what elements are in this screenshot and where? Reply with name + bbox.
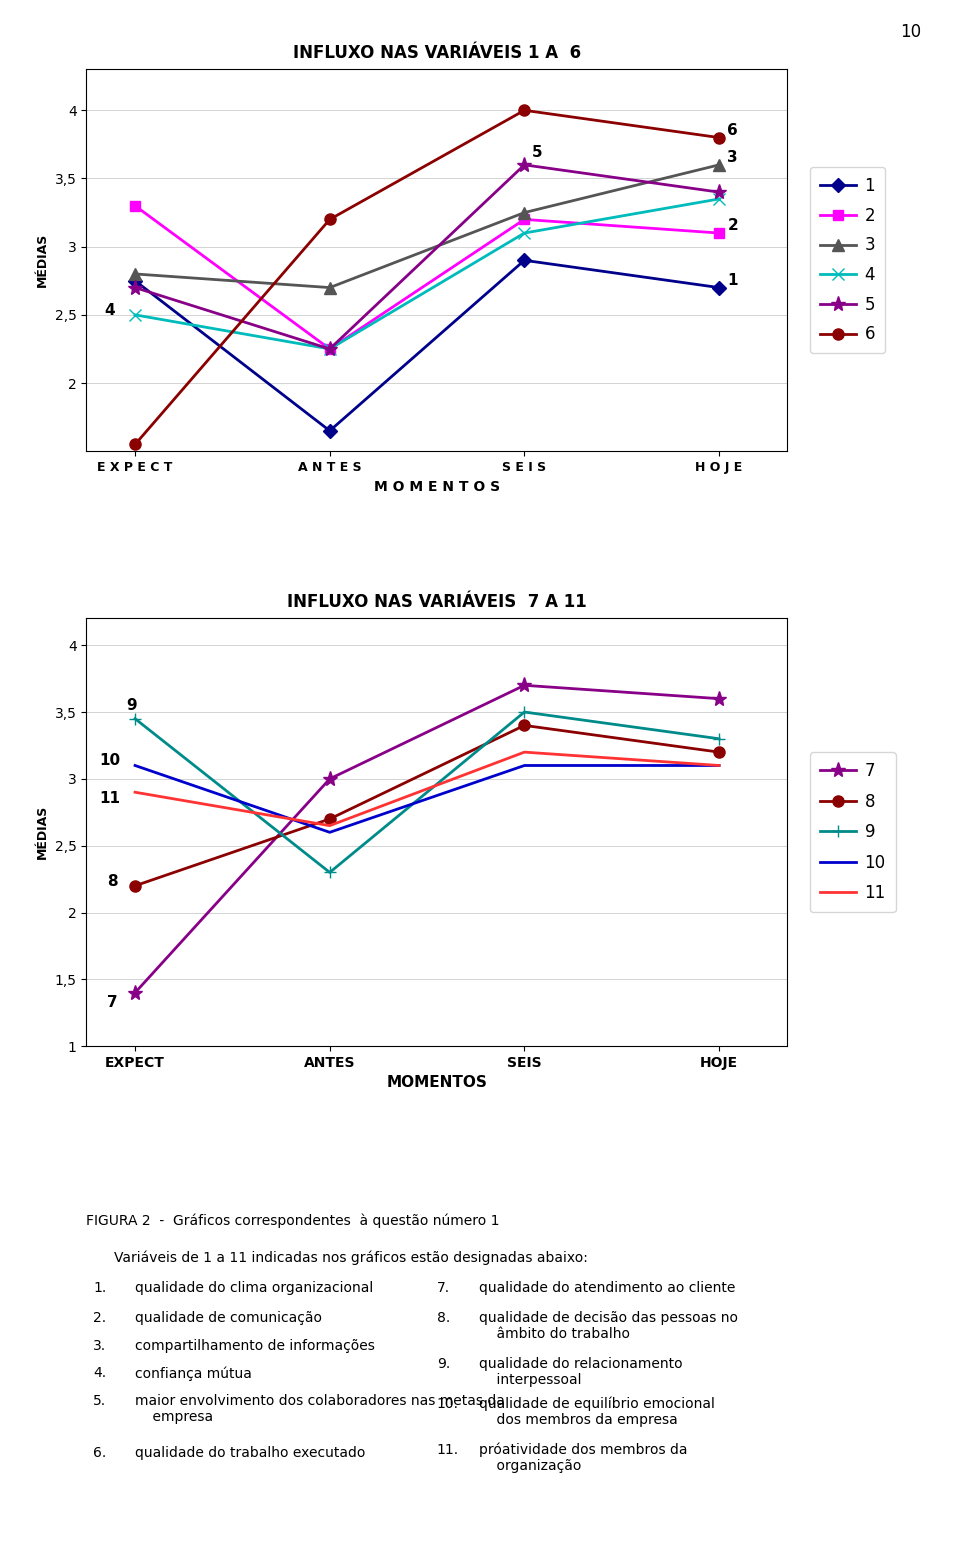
8 (324, 810, 335, 828)
10 (130, 756, 141, 774)
Text: qualidade do relacionamento
    interpessoal: qualidade do relacionamento interpessoal (479, 1357, 683, 1388)
3 (713, 156, 725, 174)
5 (324, 339, 335, 358)
6 (130, 435, 141, 453)
Text: 6: 6 (728, 123, 738, 137)
7 (713, 689, 725, 708)
3 (324, 279, 335, 298)
1 (324, 421, 335, 439)
9 (713, 729, 725, 748)
Line: 1: 1 (131, 256, 724, 436)
Text: qualidade do atendimento ao cliente: qualidade do atendimento ao cliente (479, 1280, 735, 1295)
6 (324, 210, 335, 228)
Text: 5: 5 (531, 145, 542, 159)
8 (130, 876, 141, 894)
Text: 9: 9 (127, 699, 137, 714)
2 (518, 210, 530, 228)
Text: 3: 3 (728, 150, 738, 165)
Line: 6: 6 (130, 105, 725, 450)
Text: 8.: 8. (437, 1311, 450, 1325)
Y-axis label: MÉDIAS: MÉDIAS (36, 805, 49, 859)
2 (713, 224, 725, 242)
Text: maior envolvimento dos colaboradores nas metas da
    empresa: maior envolvimento dos colaboradores nas… (135, 1394, 505, 1423)
Text: 3.: 3. (93, 1338, 107, 1352)
Title: INFLUXO NAS VARIÁVEIS 1 A  6: INFLUXO NAS VARIÁVEIS 1 A 6 (293, 45, 581, 62)
7 (324, 769, 335, 788)
Text: 7: 7 (108, 995, 118, 1010)
6 (713, 128, 725, 146)
Text: 1.: 1. (93, 1280, 107, 1295)
Text: FIGURA 2  -  Gráficos correspondentes  à questão número 1: FIGURA 2 - Gráficos correspondentes à qu… (86, 1214, 500, 1227)
Text: 10.: 10. (437, 1397, 459, 1411)
Text: 10: 10 (900, 23, 922, 42)
4 (130, 305, 141, 324)
8 (518, 715, 530, 734)
X-axis label: M O M E N T O S: M O M E N T O S (373, 480, 500, 493)
6 (518, 102, 530, 120)
Text: qualidade de equilíbrio emocional
    dos membros da empresa: qualidade de equilíbrio emocional dos me… (479, 1397, 715, 1428)
3 (518, 204, 530, 222)
7 (130, 984, 141, 1002)
Line: 2: 2 (131, 200, 724, 353)
Text: 5.: 5. (93, 1394, 107, 1408)
11 (518, 743, 530, 762)
Text: 7.: 7. (437, 1280, 450, 1295)
Text: compartilhamento de informações: compartilhamento de informações (135, 1338, 375, 1352)
9 (130, 709, 141, 728)
Legend: 1, 2, 3, 4, 5, 6: 1, 2, 3, 4, 5, 6 (809, 167, 885, 353)
Line: 4: 4 (129, 193, 726, 355)
Text: qualidade do clima organizacional: qualidade do clima organizacional (135, 1280, 373, 1295)
4 (713, 190, 725, 208)
Text: 10: 10 (99, 754, 120, 768)
Line: 8: 8 (130, 720, 725, 891)
4 (518, 224, 530, 242)
5 (518, 156, 530, 174)
Text: qualidade de comunicação: qualidade de comunicação (135, 1311, 323, 1325)
Text: 9.: 9. (437, 1357, 450, 1371)
1 (130, 271, 141, 290)
8 (713, 743, 725, 762)
1 (518, 251, 530, 270)
Text: qualidade de decisão das pessoas no
    âmbito do trabalho: qualidade de decisão das pessoas no âmbi… (479, 1311, 738, 1342)
Legend: 7, 8, 9, 10, 11: 7, 8, 9, 10, 11 (809, 752, 896, 913)
7 (518, 675, 530, 694)
Text: próatividade dos membros da
    organização: próatividade dos membros da organização (479, 1442, 687, 1473)
5 (713, 183, 725, 202)
Text: confiança mútua: confiança mútua (135, 1366, 252, 1380)
Text: 4.: 4. (93, 1366, 107, 1380)
9 (324, 864, 335, 882)
11 (713, 756, 725, 774)
Text: 6.: 6. (93, 1445, 107, 1460)
X-axis label: MOMENTOS: MOMENTOS (386, 1075, 488, 1090)
Line: 5: 5 (128, 157, 727, 356)
Text: Variáveis de 1 a 11 indicadas nos gráficos estão designadas abaixo:: Variáveis de 1 a 11 indicadas nos gráfic… (114, 1251, 588, 1264)
Text: 2: 2 (728, 219, 738, 233)
Y-axis label: MÉDIAS: MÉDIAS (36, 233, 49, 287)
Text: 11: 11 (99, 791, 120, 806)
Line: 9: 9 (129, 706, 726, 879)
Text: 4: 4 (105, 302, 115, 318)
9 (518, 703, 530, 722)
Line: 10: 10 (135, 765, 719, 833)
Text: 11.: 11. (437, 1442, 459, 1457)
Line: 7: 7 (128, 677, 727, 1001)
Line: 11: 11 (135, 752, 719, 825)
Text: 2.: 2. (93, 1311, 107, 1325)
2 (130, 196, 141, 214)
10 (324, 823, 335, 842)
2 (324, 339, 335, 358)
5 (130, 279, 141, 298)
3 (130, 265, 141, 284)
1 (713, 279, 725, 298)
11 (324, 816, 335, 834)
11 (130, 783, 141, 802)
Text: 1: 1 (728, 273, 738, 288)
Text: qualidade do trabalho executado: qualidade do trabalho executado (135, 1445, 366, 1460)
10 (713, 756, 725, 774)
Line: 3: 3 (130, 159, 725, 293)
Text: 8: 8 (108, 874, 118, 888)
10 (518, 756, 530, 774)
Title: INFLUXO NAS VARIÁVEIS  7 A 11: INFLUXO NAS VARIÁVEIS 7 A 11 (287, 594, 587, 611)
4 (324, 339, 335, 358)
